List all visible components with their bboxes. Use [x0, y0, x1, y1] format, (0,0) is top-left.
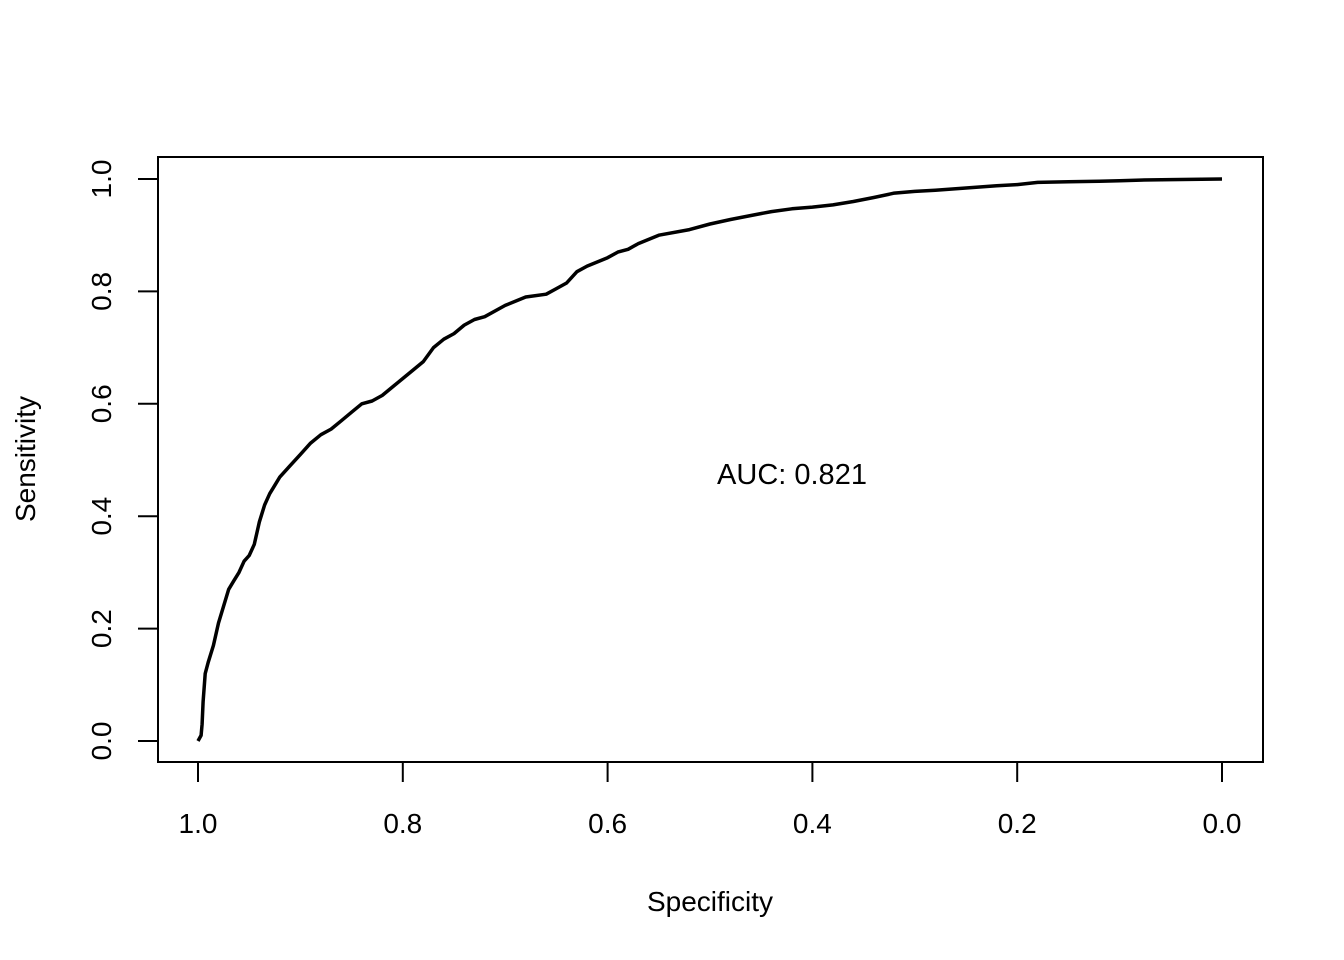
auc-annotation: AUC: 0.821 [717, 459, 867, 491]
plot-frame [157, 156, 1264, 763]
x-tick-label: 0.8 [383, 808, 422, 839]
y-axis: 0.0 0.2 0.4 0.6 0.8 1.0 [86, 160, 159, 761]
y-tick-label: 0.0 [86, 722, 117, 761]
y-tick-label: 0.2 [86, 609, 117, 648]
x-axis: 1.0 0.8 0.6 0.4 0.2 0.0 [179, 761, 1242, 839]
y-axis-title: Sensitivity [10, 396, 41, 522]
y-tick-label: 0.8 [86, 272, 117, 311]
roc-curve-line [196, 177, 1223, 742]
y-tick-label: 0.4 [86, 497, 117, 536]
x-tick-label: 0.0 [1203, 808, 1242, 839]
x-tick-label: 0.2 [998, 808, 1037, 839]
y-tick-label: 1.0 [86, 160, 117, 199]
y-tick-label: 0.6 [86, 384, 117, 423]
x-tick-label: 1.0 [179, 808, 218, 839]
x-tick-label: 0.4 [793, 808, 832, 839]
x-axis-title: Specificity [647, 886, 773, 917]
x-tick-label: 0.6 [588, 808, 627, 839]
